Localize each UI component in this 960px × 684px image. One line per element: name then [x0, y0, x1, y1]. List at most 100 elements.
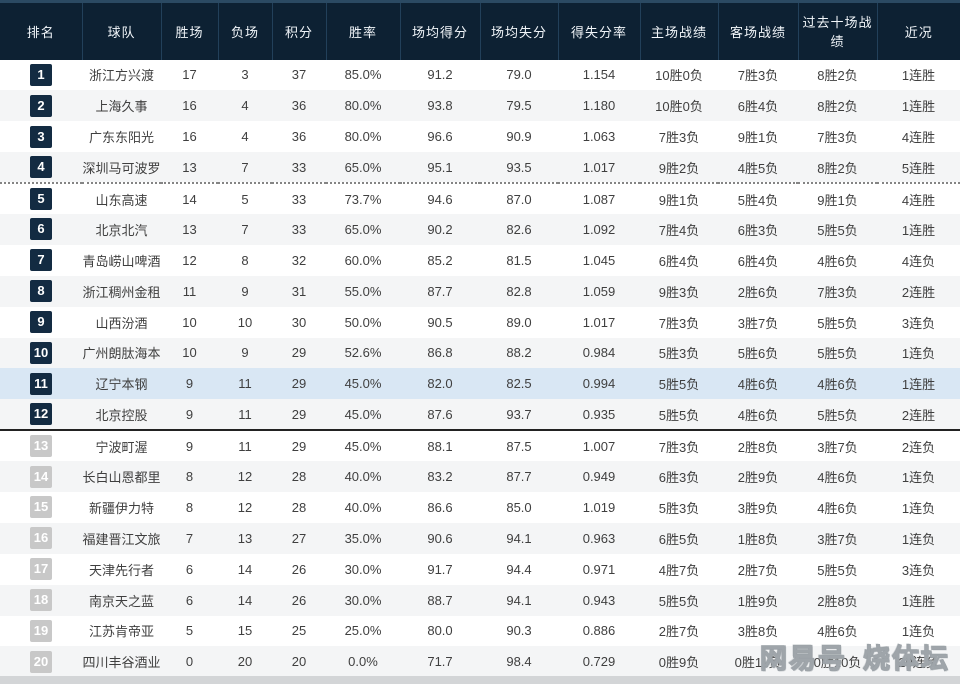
cell-wins: 10: [161, 337, 218, 369]
team-name: 福建晋江文旅: [82, 522, 161, 554]
table-row[interactable]: 6 北京北汽 13 7 33 65.0% 90.2 82.6 1.092 7胜4负 6胜3负 5胜5负…: [0, 213, 960, 245]
cell-ratio: 1.017: [558, 152, 640, 185]
cell-win_rate: 65.0%: [326, 152, 400, 185]
cell-streak: 1连负: [877, 522, 960, 554]
cell-avg_scored: 80.0: [400, 615, 480, 647]
table-row[interactable]: 2 上海久事 16 4 36 80.0% 93.8 79.5 1.180 10胜0负 6胜4负 8胜2…: [0, 90, 960, 122]
cell-wins: 8: [161, 461, 218, 492]
cell-ratio: 0.935: [558, 399, 640, 432]
cell-away: 6胜4负: [718, 90, 798, 122]
cell-rank: 7: [0, 244, 82, 276]
team-name: 南京天之蓝: [82, 584, 161, 616]
table-row[interactable]: 16 福建晋江文旅 7 13 27 35.0% 90.6 94.1 0.963 6胜5负 1胜8负 3…: [0, 522, 960, 554]
table-row[interactable]: 13 宁波町渥 9 11 29 45.0% 88.1 87.5 1.007 7胜3负 2胜8负 3胜7…: [0, 430, 960, 462]
table-row[interactable]: 8 浙江稠州金租 11 9 31 55.0% 87.7 82.8 1.059 9胜3负 2胜6负 7胜…: [0, 275, 960, 307]
cell-rank: 20: [0, 646, 82, 678]
rank-badge: 6: [30, 218, 52, 241]
cell-ratio: 1.045: [558, 244, 640, 276]
cell-last10: 4胜6负: [798, 368, 877, 400]
cell-wins: 16: [161, 90, 218, 122]
table-row[interactable]: 7 青岛崂山啤酒 12 8 32 60.0% 85.2 81.5 1.045 6胜4负 6胜4负 4胜…: [0, 244, 960, 276]
rank-badge: 12: [30, 403, 52, 426]
table-row[interactable]: 11 辽宁本钢 9 11 29 45.0% 82.0 82.5 0.994 5胜5负 4胜6负 4胜6…: [0, 368, 960, 400]
table-row[interactable]: 1 浙江方兴渡 17 3 37 85.0% 91.2 79.0 1.154 10胜0负 7胜3负 8胜…: [0, 59, 960, 91]
cell-avg_scored: 87.6: [400, 399, 480, 432]
cell-last10: 8胜2负: [798, 59, 877, 91]
table-row[interactable]: 15 新疆伊力特 8 12 28 40.0% 86.6 85.0 1.019 5胜3负 3胜9负 4胜…: [0, 491, 960, 523]
cell-wins: 6: [161, 584, 218, 616]
cell-rank: 2: [0, 90, 82, 122]
team-name: 浙江方兴渡: [82, 59, 161, 91]
cell-ratio: 1.007: [558, 430, 640, 462]
cell-avg_scored: 85.2: [400, 244, 480, 276]
cell-away: 7胜3负: [718, 59, 798, 91]
cell-last10: 5胜5负: [798, 337, 877, 369]
table-row[interactable]: 12 北京控股 9 11 29 45.0% 87.6 93.7 0.935 5胜5负 4胜6负 5胜5…: [0, 399, 960, 432]
cell-ratio: 1.059: [558, 275, 640, 307]
cell-points: 29: [272, 399, 326, 432]
table-row[interactable]: 10 广州朗肽海本 10 9 29 52.6% 86.8 88.2 0.984 5胜3负 5胜6负 5…: [0, 337, 960, 369]
column-header-2: 球队: [81, 0, 161, 60]
table-row[interactable]: 3 广东东阳光 16 4 36 80.0% 96.6 90.9 1.063 7胜3负 9胜1负 7胜3…: [0, 121, 960, 153]
cell-last10: 4胜6负: [798, 491, 877, 523]
cell-win_rate: 45.0%: [326, 399, 400, 432]
cell-ratio: 1.087: [558, 183, 640, 214]
cell-wins: 9: [161, 430, 218, 462]
cell-away: 5胜4负: [718, 183, 798, 214]
cell-away: 2胜7负: [718, 553, 798, 585]
cell-home: 5胜3负: [640, 491, 718, 523]
cell-wins: 9: [161, 368, 218, 400]
cell-ratio: 1.180: [558, 90, 640, 122]
cell-ratio: 0.971: [558, 553, 640, 585]
cell-last10: 3胜7负: [798, 430, 877, 462]
cell-wins: 12: [161, 244, 218, 276]
cell-home: 5胜3负: [640, 337, 718, 369]
rank-badge: 14: [30, 465, 52, 488]
cell-points: 28: [272, 491, 326, 523]
cell-ratio: 0.984: [558, 337, 640, 369]
cell-avg_scored: 96.6: [400, 121, 480, 153]
table-row[interactable]: 20 四川丰谷酒业 0 20 20 0.0% 71.7 98.4 0.729 0胜9负 0胜11负 0…: [0, 646, 960, 678]
table-body: 1 浙江方兴渡 17 3 37 85.0% 91.2 79.0 1.154 10胜0负 7胜3负 8胜…: [0, 59, 960, 678]
cell-last10: 7胜3负: [798, 121, 877, 153]
cell-away: 2胜8负: [718, 430, 798, 462]
rank-badge: 20: [30, 650, 52, 673]
cell-streak: 4连负: [877, 244, 960, 276]
table-row[interactable]: 18 南京天之蓝 6 14 26 30.0% 88.7 94.1 0.943 5胜5负 1胜9负 2胜…: [0, 584, 960, 616]
cell-last10: 5胜5负: [798, 553, 877, 585]
cell-avg_allowed: 90.3: [480, 615, 558, 647]
cell-home: 7胜3负: [640, 306, 718, 338]
cell-streak: 1连胜: [877, 90, 960, 122]
cell-rank: 19: [0, 615, 82, 647]
cell-rank: 16: [0, 522, 82, 554]
cell-avg_allowed: 87.0: [480, 183, 558, 214]
team-name: 长白山恩都里: [82, 461, 161, 492]
cell-streak: 1连负: [877, 337, 960, 369]
cell-home: 5胜5负: [640, 584, 718, 616]
table-row[interactable]: 4 深圳马可波罗 13 7 33 65.0% 95.1 93.5 1.017 9胜2负 4胜5负 8胜…: [0, 152, 960, 185]
table-row[interactable]: 5 山东高速 14 5 33 73.7% 94.6 87.0 1.087 9胜1负 5胜4负 9胜1负…: [0, 183, 960, 214]
team-name: 上海久事: [82, 90, 161, 122]
cell-last10: 5胜5负: [798, 399, 877, 432]
cell-points: 33: [272, 213, 326, 245]
cell-losses: 7: [218, 152, 272, 185]
cell-losses: 5: [218, 183, 272, 214]
cell-home: 7胜3负: [640, 121, 718, 153]
rank-badge: 19: [30, 619, 52, 642]
cell-avg_scored: 94.6: [400, 183, 480, 214]
team-name: 山西汾酒: [82, 306, 161, 338]
table-row[interactable]: 14 长白山恩都里 8 12 28 40.0% 83.2 87.7 0.949 6胜3负 2胜9负 4…: [0, 461, 960, 492]
cell-rank: 11: [0, 368, 82, 400]
cell-streak: 3连负: [877, 553, 960, 585]
cell-losses: 20: [218, 646, 272, 678]
cell-streak: 1连胜: [877, 368, 960, 400]
cell-points: 25: [272, 615, 326, 647]
cell-avg_scored: 90.6: [400, 522, 480, 554]
table-row[interactable]: 17 天津先行者 6 14 26 30.0% 91.7 94.4 0.971 4胜7负 2胜7负 5胜…: [0, 553, 960, 585]
table-row[interactable]: 19 江苏肯帝亚 5 15 25 25.0% 80.0 90.3 0.886 2胜7负 3胜8负 4胜…: [0, 615, 960, 647]
cell-points: 29: [272, 337, 326, 369]
table-row[interactable]: 9 山西汾酒 10 10 30 50.0% 90.5 89.0 1.017 7胜3负 3胜7负 5胜5…: [0, 306, 960, 338]
cell-rank: 3: [0, 121, 82, 153]
rank-badge: 1: [30, 63, 52, 86]
